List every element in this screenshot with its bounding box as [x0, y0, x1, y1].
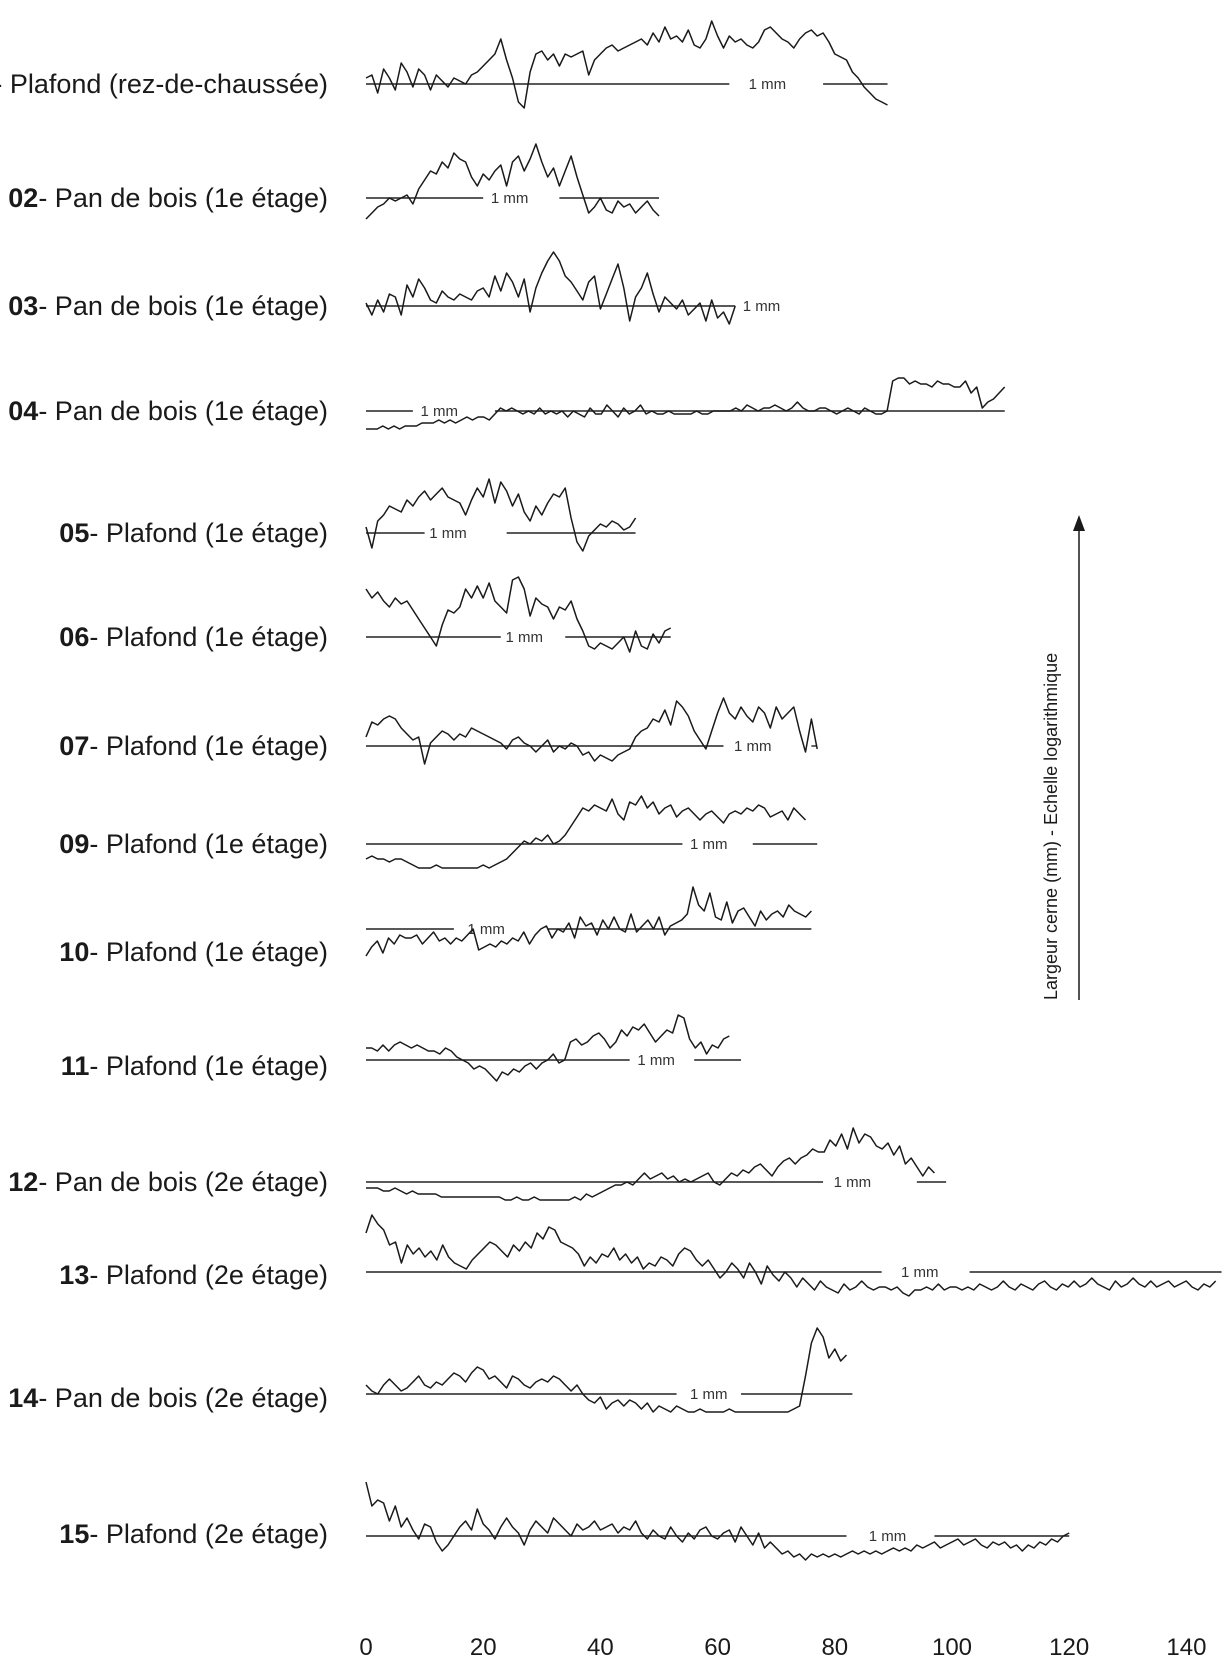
scale-label: 1 mm — [637, 1052, 675, 1069]
ring-width-curve — [366, 1014, 730, 1082]
series-label-12: 12- Pan de bois (2e étage) — [8, 1167, 328, 1197]
series-number: 07 — [59, 731, 89, 761]
scale-label: 1 mm — [690, 1386, 728, 1403]
series-number: 15 — [59, 1519, 89, 1549]
x-tick-label: 20 — [470, 1634, 497, 1661]
series-name: - Plafond (1e étage) — [89, 1051, 328, 1081]
series-07: 07- Plafond (1e étage) 1 mm — [59, 697, 818, 765]
series-02: 02- Pan de bois (1e étage) 1 mm — [8, 143, 660, 220]
series-label-04: 04- Pan de bois (1e étage) — [8, 396, 328, 426]
ring-width-curve — [365, 886, 812, 957]
x-axis-ticks: 0 20 40 60 80 100 120 140 — [359, 1634, 1206, 1661]
series-number: 02 — [8, 183, 38, 213]
ring-width-curve — [365, 1481, 1070, 1561]
series-label-05: 05- Plafond (1e étage) — [59, 518, 328, 548]
series-name: - Plafond (2e étage) — [89, 1519, 328, 1549]
ring-width-curve — [366, 377, 1006, 430]
scale-label: 1 mm — [743, 298, 781, 315]
series-12: 12- Pan de bois (2e étage) 1 mm — [8, 1127, 947, 1201]
x-tick-label: 40 — [587, 1634, 614, 1661]
series-name: - Pan de bois (1e étage) — [38, 183, 328, 213]
x-tick-label: 120 — [1049, 1634, 1089, 1661]
series-name: - Plafond (1e étage) — [89, 829, 328, 859]
series-name: - Pan de bois (1e étage) — [38, 396, 328, 426]
scale-label: 1 mm — [505, 629, 543, 646]
series-name: - Plafond (1e étage) — [89, 622, 328, 652]
series-label-11: 11- Plafond (1e étage) — [61, 1051, 328, 1081]
series-number: 10 — [59, 937, 89, 967]
series-label-07: 07- Plafond (1e étage) — [59, 731, 328, 761]
x-tick-label: 0 — [359, 1634, 372, 1661]
y-axis-indicator: Largeur cerne (mm) - Echelle logarithmiq… — [1041, 515, 1085, 1000]
x-tick-label: 100 — [932, 1634, 972, 1661]
scale-label: 1 mm — [734, 738, 772, 755]
ring-width-curve — [365, 1214, 1217, 1297]
ring-width-curve — [365, 697, 818, 765]
ring-width-curve — [365, 576, 672, 653]
series-number: 14 — [8, 1383, 38, 1413]
series-15: 15- Plafond (2e étage) 1 mm — [59, 1481, 1070, 1561]
ring-width-curve — [366, 1127, 935, 1201]
scale-label: 1 mm — [421, 403, 459, 420]
series-name: - Plafond (1e étage) — [89, 518, 328, 548]
scale-label: 1 mm — [467, 921, 505, 938]
series-13: 13- Plafond (2e étage) 1 mm — [59, 1214, 1222, 1297]
series-label-14: 14- Pan de bois (2e étage) — [8, 1383, 328, 1413]
series-name: - Pan de bois (2e étage) — [38, 1167, 328, 1197]
series-label-02: 02- Pan de bois (1e étage) — [8, 183, 328, 213]
series-name: - Plafond (2e étage) — [89, 1260, 328, 1290]
series-name: - Plafond (1e étage) — [89, 731, 328, 761]
series-label-03: 03- Pan de bois (1e étage) — [8, 291, 328, 321]
series-number: 04 — [8, 396, 38, 426]
scale-label: 1 mm — [749, 76, 787, 93]
series-label-13: 13- Plafond (2e étage) — [59, 1260, 328, 1290]
scale-label: 1 mm — [491, 190, 529, 207]
series-number: 03 — [8, 291, 38, 321]
ring-width-curve — [365, 1327, 848, 1413]
ring-width-curve — [365, 20, 888, 109]
series-09: 09- Plafond (1e étage) 1 mm — [59, 795, 818, 869]
series-name: - Pan de bois (2e étage) — [38, 1383, 328, 1413]
series-number: 09 — [59, 829, 89, 859]
scale-label: 1 mm — [429, 525, 467, 542]
series-14: 14- Pan de bois (2e étage) 1 mm — [8, 1327, 853, 1413]
series-number: 13 — [59, 1260, 89, 1290]
series-label-01: 01- Plafond (rez-de-chaussée) — [0, 69, 328, 99]
series-06: 06- Plafond (1e étage) 1 mm — [59, 576, 672, 653]
series-number: 12 — [8, 1167, 38, 1197]
scale-label: 1 mm — [690, 836, 728, 853]
series-11: 11- Plafond (1e étage) 1 mm — [61, 1014, 742, 1082]
series-label-15: 15- Plafond (2e étage) — [59, 1519, 328, 1549]
series-number: 11 — [61, 1051, 90, 1081]
y-axis-arrowhead — [1073, 515, 1085, 531]
ring-width-curve — [365, 795, 807, 869]
series-04: 04- Pan de bois (1e étage) 1 mm — [8, 377, 1006, 430]
series-name: - Pan de bois (1e étage) — [38, 291, 328, 321]
series-number: 06 — [59, 622, 89, 652]
scale-label: 1 mm — [869, 1528, 907, 1545]
x-tick-label: 80 — [821, 1634, 848, 1661]
series-number: 05 — [59, 518, 89, 548]
ring-width-curve — [365, 251, 736, 325]
series-label-09: 09- Plafond (1e étage) — [59, 829, 328, 859]
series-label-06: 06- Plafond (1e étage) — [59, 622, 328, 652]
series-03: 03- Pan de bois (1e étage) 1 mm — [8, 251, 781, 325]
series-05: 05- Plafond (1e étage) 1 mm — [59, 478, 637, 552]
scale-label: 1 mm — [834, 1174, 872, 1191]
scale-label: 1 mm — [901, 1264, 939, 1281]
x-tick-label: 60 — [704, 1634, 731, 1661]
series-name: - Plafond (1e étage) — [89, 937, 328, 967]
series-01: 01- Plafond (rez-de-chaussée) 1 mm — [0, 20, 888, 109]
series-name: - Plafond (rez-de-chaussée) — [0, 69, 328, 99]
ring-width-curve — [365, 478, 637, 552]
x-tick-label: 140 — [1166, 1634, 1206, 1661]
y-axis-label: Largeur cerne (mm) - Echelle logarithmiq… — [1041, 653, 1061, 1000]
series-10: 10- Plafond (1e étage) 1 mm — [59, 886, 812, 967]
ring-width-curve — [365, 143, 660, 220]
series-label-10: 10- Plafond (1e étage) — [59, 937, 328, 967]
